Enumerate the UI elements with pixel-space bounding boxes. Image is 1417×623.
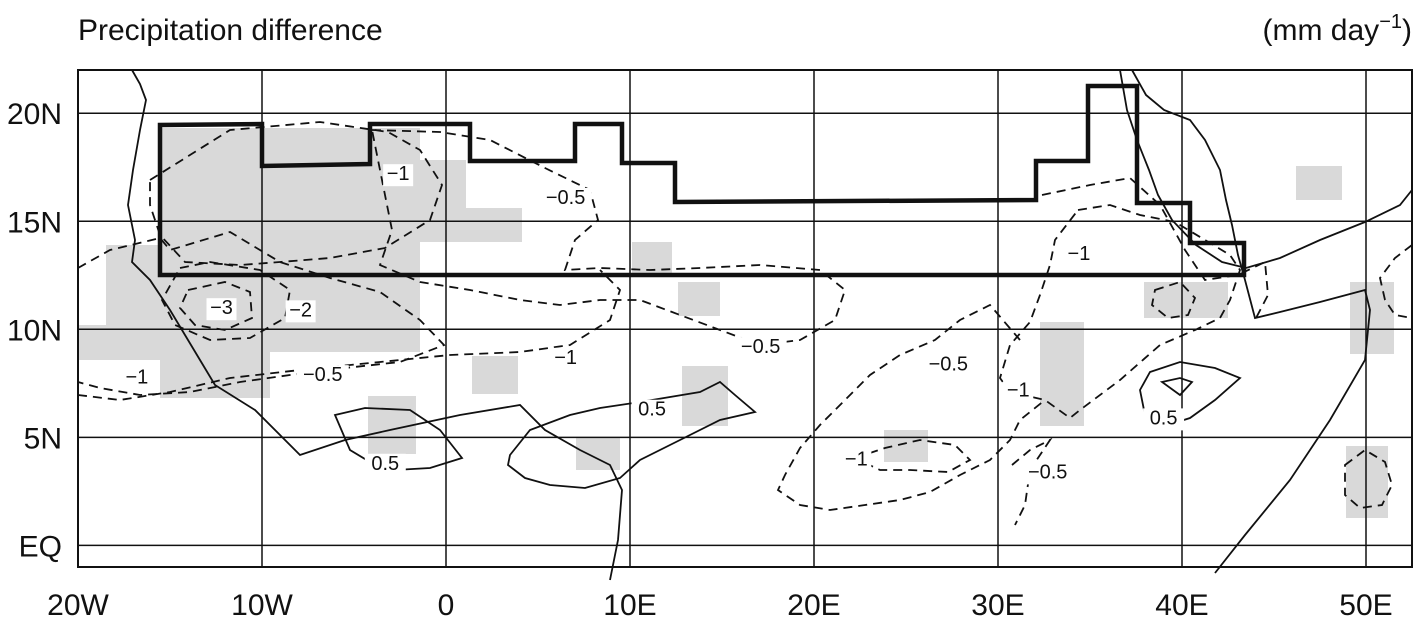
contour-label-bg — [1063, 244, 1094, 267]
contour-label-bg — [550, 347, 581, 370]
x-axis: 20W 10W 0 10E 20E 30E 40E 50E — [47, 589, 1393, 622]
contour-label-bg — [364, 453, 406, 476]
contour-label: −0.5 — [741, 336, 780, 358]
y-tick-label: 5N — [24, 422, 62, 455]
contour-label-bg — [285, 300, 316, 323]
contour-label: −0.5 — [1028, 461, 1067, 483]
analysis-region-box — [157, 83, 1247, 278]
contour-label: −0.5 — [303, 364, 342, 386]
contour-label-bg — [539, 187, 592, 210]
x-tick-label: 0 — [438, 589, 455, 622]
contour-label-bg — [1021, 462, 1074, 485]
contour-label-bg — [922, 354, 975, 377]
negative-contours — [77, 121, 1413, 526]
units-label: (mm day−1) — [1263, 11, 1413, 47]
contour-label-bg — [841, 449, 872, 472]
contour-label-bg — [1003, 380, 1034, 403]
contour-label-bg — [121, 367, 152, 390]
x-tick-label: 10E — [603, 589, 656, 622]
x-tick-label: 50E — [1339, 589, 1392, 622]
contour-label: 0.5 — [638, 399, 666, 421]
x-tick-label: 30E — [971, 589, 1024, 622]
contour-labels: −1 −0.5 −1 −3 −2 −1 −0.5 −1 −0.5 −0.5 −1 0.5 0.5 0.5 −… — [121, 163, 1185, 485]
significance-shading — [78, 128, 1394, 518]
contour-label-bg — [734, 337, 787, 360]
contour-label-bg — [296, 365, 349, 388]
contour-label: 0.5 — [371, 453, 399, 475]
contour-label: −1 — [387, 163, 410, 185]
map-frame — [77, 69, 1413, 568]
contour-label: 0.5 — [1150, 407, 1178, 429]
contour-label: −1 — [125, 366, 148, 388]
contour-label-bg — [631, 399, 673, 422]
x-tick-label: 10W — [231, 589, 293, 622]
contour-label: −1 — [554, 347, 577, 369]
contour-label-bg — [206, 298, 237, 321]
y-tick-label: 20N — [7, 98, 62, 131]
positive-contours — [333, 361, 1242, 489]
contour-label: −0.5 — [546, 187, 585, 209]
y-tick-label: 10N — [7, 314, 62, 347]
y-axis: 20N 15N 10N 5N EQ — [7, 98, 62, 563]
y-tick-label: 15N — [7, 206, 62, 239]
map-title: Precipitation difference — [78, 14, 383, 47]
contour-label-bg — [1143, 408, 1185, 431]
contour-label: −3 — [210, 297, 233, 319]
contour-label: −1 — [1007, 379, 1030, 401]
x-tick-label: 40E — [1155, 589, 1208, 622]
x-tick-label: 20W — [47, 589, 109, 622]
contour-label: −0.5 — [929, 353, 968, 375]
x-tick-label: 20E — [787, 589, 840, 622]
contour-label: −2 — [289, 299, 312, 321]
contour-label: −1 — [845, 448, 868, 470]
contour-label: −1 — [1068, 243, 1091, 265]
y-tick-label: EQ — [19, 530, 62, 563]
contour-label-bg — [383, 164, 414, 187]
